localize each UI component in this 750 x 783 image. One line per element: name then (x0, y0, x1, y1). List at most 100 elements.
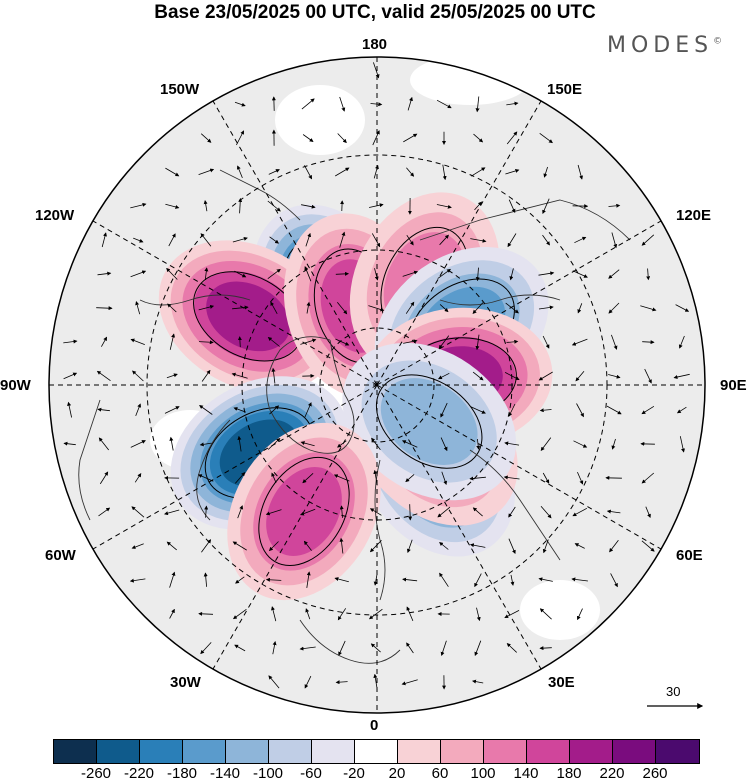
wind-arrow (97, 407, 110, 412)
wind-arrow (475, 96, 480, 113)
wind-arrow (573, 440, 588, 448)
wind-arrow (539, 408, 552, 413)
wind-arrow (339, 537, 344, 554)
wind-arrow (268, 169, 280, 175)
colorbar-swatch (269, 740, 312, 763)
wind-arrow (63, 339, 78, 344)
wind-arrow (304, 675, 312, 689)
wind-arrow (197, 474, 214, 482)
wind-arrow (540, 437, 552, 452)
wind-arrow (63, 441, 76, 446)
wind-arrow (371, 437, 381, 451)
colorbar-tick-label: 260 (642, 765, 668, 782)
wind-arrow (200, 133, 212, 143)
lon-label-150e: 150E (547, 81, 583, 98)
wind-arrow (337, 440, 347, 448)
wind-arrow (335, 271, 349, 276)
wind-arrow (576, 403, 584, 418)
wind-arrow (540, 505, 552, 519)
colorbar-swatch (183, 740, 226, 763)
wind-arrow (204, 267, 209, 280)
wind-arrow (441, 471, 448, 486)
wind-arrow (234, 270, 247, 278)
wind-arrow (67, 401, 72, 418)
wind-arrow (475, 334, 480, 351)
wind-arrow (129, 578, 146, 583)
wind-arrow (372, 130, 380, 146)
wind-arrow (63, 372, 78, 380)
wind-arrow (402, 270, 419, 277)
wind-arrow (508, 199, 516, 214)
wind-arrow (504, 441, 520, 446)
wind-arrow (339, 231, 346, 248)
wind-arrow (373, 62, 380, 79)
wind-arrow (473, 133, 484, 143)
wind-arrow (572, 507, 588, 517)
colorbar-tick-label: -220 (123, 765, 155, 782)
wind-arrow (474, 640, 482, 657)
wind-arrow (166, 373, 178, 379)
wind-arrow (577, 608, 583, 621)
wind-arrow (470, 167, 486, 177)
wind-arrow (577, 471, 584, 485)
wind-arrow (304, 165, 312, 180)
colorbar-swatch (613, 740, 656, 763)
wind-arrow (472, 371, 484, 381)
wind-arrow (571, 577, 588, 582)
wind-arrow (304, 402, 312, 418)
wind-arrow (265, 509, 282, 516)
wind-arrow (645, 506, 651, 519)
wind-arrow (135, 301, 141, 315)
wind-arrow (130, 270, 147, 278)
brand-logo: MODES© (607, 33, 722, 58)
colorbar-swatch (570, 740, 613, 763)
wind-arrow (406, 606, 414, 622)
wind-arrow (232, 541, 247, 551)
wind-arrow (199, 442, 212, 447)
wind-arrow (132, 370, 144, 382)
colorbar-tick-label: 140 (513, 765, 539, 782)
lon-label-120w: 120W (35, 207, 75, 224)
colorbar-tick-label: -140 (209, 765, 241, 782)
circulation-streamline (258, 456, 350, 567)
colorbar-swatch (527, 740, 570, 763)
colorbar-tick-label: 220 (599, 765, 625, 782)
wind-arrow (98, 437, 110, 451)
colorbar-swatch (484, 740, 527, 763)
wind-arrow (101, 232, 107, 248)
wind-arrow (474, 201, 483, 211)
wind-arrow (164, 509, 180, 516)
wind-arrow (368, 305, 385, 312)
wind-arrow (269, 236, 280, 244)
wind-arrow (234, 101, 246, 107)
wind-arrow (373, 673, 378, 690)
wind-arrow (403, 133, 418, 143)
wind-arrow (373, 574, 378, 586)
wind-arrow (506, 339, 519, 344)
wind-arrow (233, 407, 246, 413)
coastlines (78, 169, 631, 664)
wind-arrow (505, 302, 519, 314)
wind-arrow (606, 509, 621, 514)
wind-arrow (575, 370, 585, 382)
wind-arrow (675, 304, 690, 312)
lon-label-60e: 60E (676, 547, 703, 564)
wind-arrow (198, 304, 215, 311)
wind-arrow (438, 335, 450, 350)
wind-arrow (542, 539, 549, 554)
wind-arrow (130, 440, 146, 448)
wind-arrow (234, 471, 246, 484)
map-title: Base 23/05/2025 00 UTC, valid 25/05/2025… (154, 2, 596, 23)
wind-arrow (370, 102, 383, 107)
wind-arrow (272, 641, 277, 655)
wind-arrow (200, 233, 212, 247)
wind-arrow (406, 642, 414, 654)
wind-arrow (469, 476, 486, 481)
wind-arrow (506, 131, 518, 145)
wind-arrow (401, 440, 418, 448)
wind-arrow (442, 164, 447, 181)
wind-arrow (436, 99, 452, 109)
wind-arrow (538, 577, 553, 582)
wind-arrow (237, 336, 242, 348)
